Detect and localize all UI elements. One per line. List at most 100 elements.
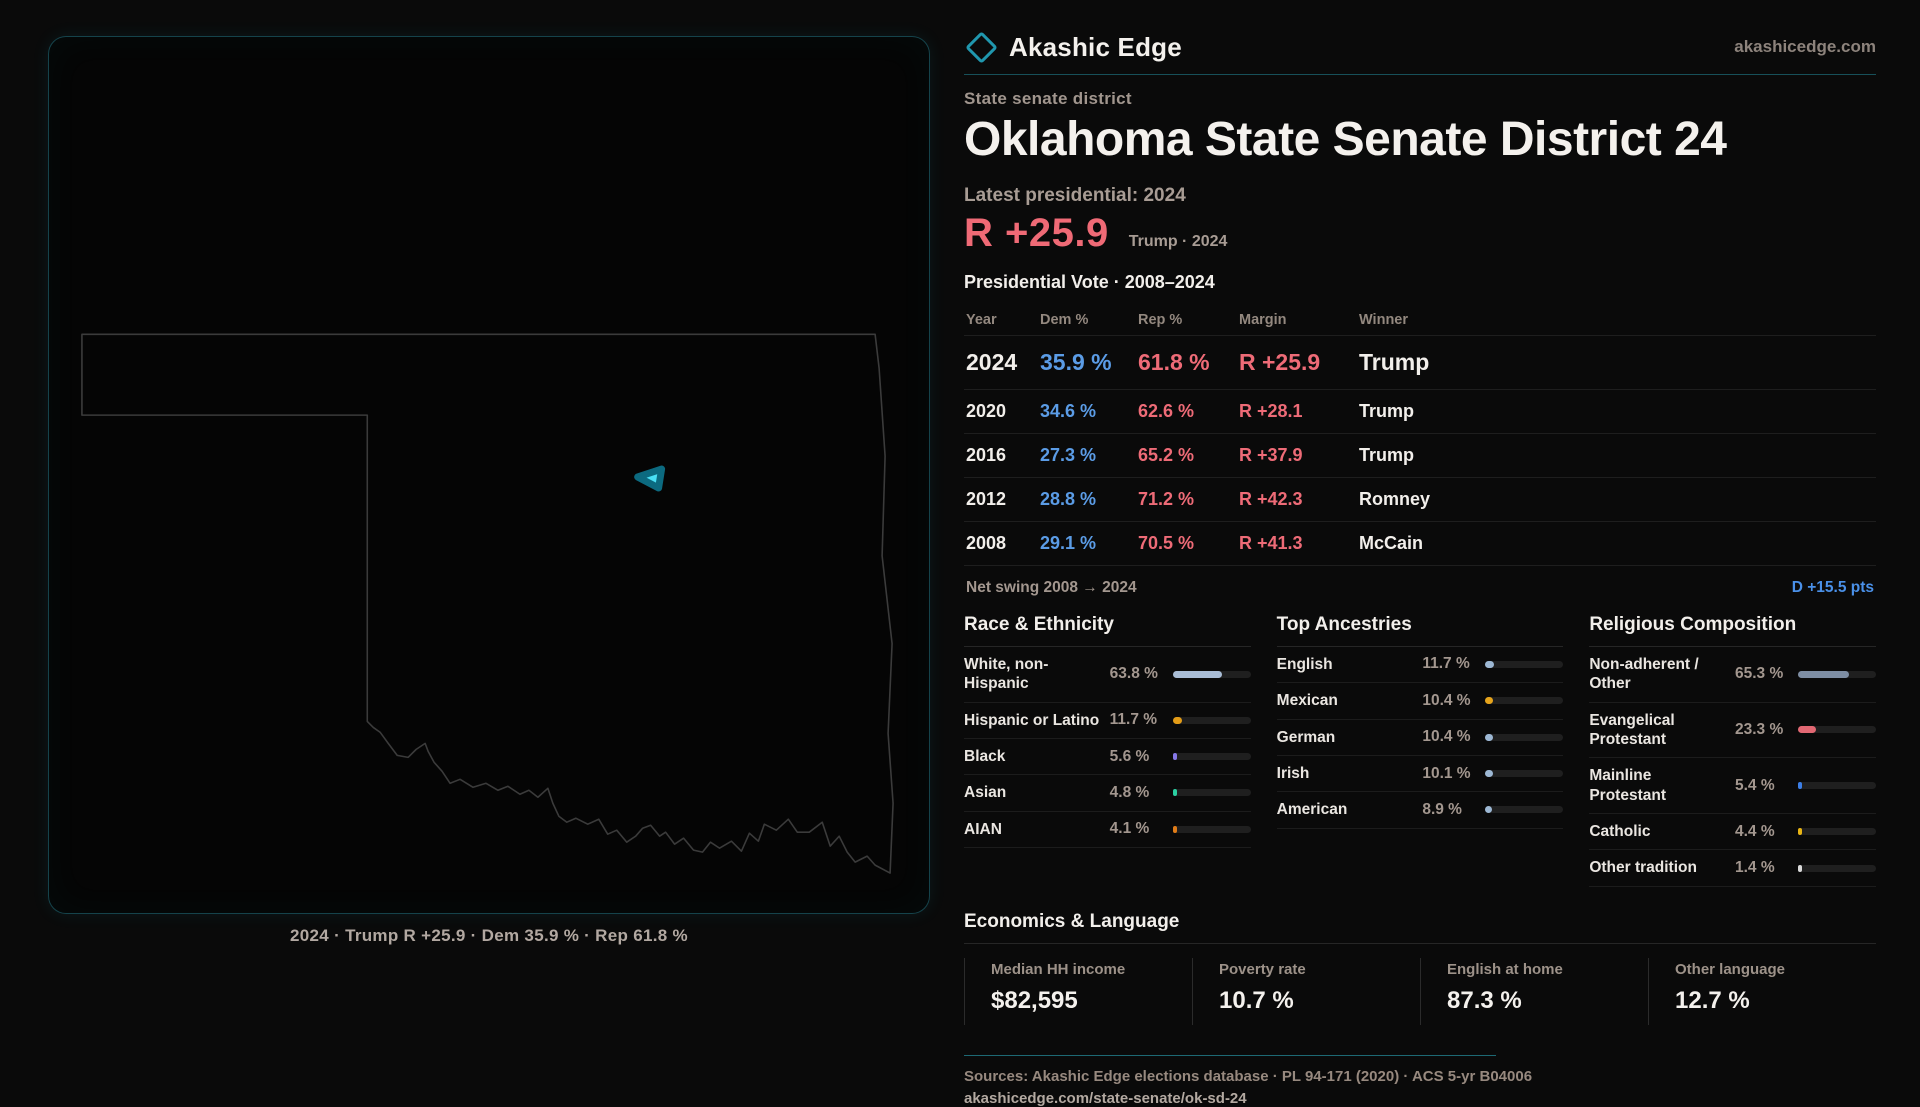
demo-bar-fill xyxy=(1172,789,1177,797)
stat-block: English at home 87.3 % xyxy=(1420,957,1648,1025)
demo-label: AIAN xyxy=(964,820,1002,838)
demo-label: Non-adherent / Other xyxy=(1589,655,1699,693)
demo-row: American 8.9 % xyxy=(1276,792,1564,829)
demo-section: Religious Composition Non-adherent / Othe… xyxy=(1589,614,1876,887)
cell-winner: Trump xyxy=(1359,444,1415,465)
demo-value: 23.3 % xyxy=(1734,720,1784,738)
stat-label: Other language xyxy=(1675,960,1786,978)
demo-label: German xyxy=(1276,728,1336,746)
demo-bar-fill xyxy=(1797,782,1803,790)
cell-winner: Trump xyxy=(1359,348,1430,375)
demo-bar xyxy=(1172,789,1251,797)
stat-label: English at home xyxy=(1447,960,1563,978)
cell-year: 2016 xyxy=(966,444,1007,465)
demo-value: 65.3 % xyxy=(1734,665,1784,683)
demo-value: 63.8 % xyxy=(1109,665,1158,683)
footer-divider xyxy=(964,1054,1496,1056)
latest-label: Latest presidential: 2024 xyxy=(964,184,1186,206)
map-caption: 2024 · Trump R +25.9 · Dem 35.9 % · Rep … xyxy=(290,926,688,945)
demo-bar xyxy=(1172,825,1251,833)
page-title: Oklahoma State Senate District 24 xyxy=(964,113,1727,166)
stat-label: Poverty rate xyxy=(1219,960,1306,978)
vote-table-title: Presidential Vote · 2008–2024 xyxy=(964,271,1215,292)
demo-value: 5.4 % xyxy=(1734,776,1775,794)
sources-line: Sources: Akashic Edge elections database… xyxy=(964,1067,1533,1085)
stat-value: 10.7 % xyxy=(1219,986,1294,1014)
net-swing-label: Net swing 2008 → 2024 xyxy=(966,578,1137,596)
cell-dem: 29.1 % xyxy=(1040,532,1097,553)
table-row: 2008 29.1 % 70.5 % R +41.3 McCain xyxy=(964,522,1876,566)
demo-section-title: Top Ancestries xyxy=(1276,614,1564,647)
report-panel: Akashic Edge akashicedge.com State senat… xyxy=(964,26,1876,1107)
demo-bar xyxy=(1485,660,1564,668)
cell-margin: R +37.9 xyxy=(1239,444,1303,465)
vote-table: Year Dem % Rep % Margin Winner 2024 35.9 % 61.… xyxy=(964,305,1876,566)
demo-value: 1.4 % xyxy=(1734,859,1775,877)
cell-rep: 62.6 % xyxy=(1138,400,1195,421)
demo-section: Race & Ethnicity White, non-Hispanic 63.8 … xyxy=(964,614,1251,887)
demo-label: American xyxy=(1276,801,1348,819)
demo-bar xyxy=(1485,770,1564,778)
stat-block: Poverty rate 10.7 % xyxy=(1192,957,1420,1025)
cell-rep: 61.8 % xyxy=(1138,348,1210,375)
vote-table-body: 2024 35.9 % 61.8 % R +25.9 Trump 2020 34.6 % 62… xyxy=(964,336,1876,566)
demo-row: Mainline Protestant 5.4 % xyxy=(1589,758,1876,815)
oklahoma-map xyxy=(81,333,894,874)
cell-margin: R +25.9 xyxy=(1239,348,1321,375)
demo-value: 4.4 % xyxy=(1734,822,1775,840)
demo-label: Mexican xyxy=(1276,692,1338,710)
demo-bar-fill xyxy=(1485,660,1495,668)
headline-margin: R +25.9 xyxy=(964,210,1109,255)
demo-section: Top Ancestries English 11.7 % Mexican 10.4 %… xyxy=(1276,614,1564,887)
demo-bar xyxy=(1485,697,1564,705)
stat-value: $82,595 xyxy=(991,986,1078,1014)
site-link[interactable]: akashicedge.com xyxy=(1734,37,1876,56)
oklahoma-outline xyxy=(81,333,894,874)
cell-dem: 35.9 % xyxy=(1040,348,1112,375)
demo-row: White, non-Hispanic 63.8 % xyxy=(964,647,1251,703)
demo-bar xyxy=(1797,782,1876,790)
district-24-marker[interactable] xyxy=(634,465,666,492)
demo-row: Catholic 4.4 % xyxy=(1589,814,1876,851)
kicker: State senate district xyxy=(964,89,1132,108)
vote-table-header: Year Dem % Rep % Margin Winner xyxy=(964,305,1876,336)
demo-row: Other tradition 1.4 % xyxy=(1589,850,1876,887)
cell-margin: R +28.1 xyxy=(1239,400,1303,421)
demo-bar xyxy=(1797,828,1876,836)
header-divider xyxy=(964,74,1876,75)
cell-dem: 34.6 % xyxy=(1040,400,1097,421)
header: Akashic Edge akashicedge.com xyxy=(964,26,1876,68)
demo-value: 10.4 % xyxy=(1422,691,1471,709)
cell-margin: R +42.3 xyxy=(1239,488,1303,509)
stat-value: 87.3 % xyxy=(1447,986,1522,1014)
table-row: 2016 27.3 % 65.2 % R +37.9 Trump xyxy=(964,434,1876,478)
district-map-panel xyxy=(48,36,930,914)
cell-rep: 71.2 % xyxy=(1138,488,1195,509)
column-header-dem: Dem % xyxy=(1040,311,1089,328)
stat-label: Median HH income xyxy=(991,960,1126,978)
footer-url[interactable]: akashicedge.com/state-senate/ok-sd-24 xyxy=(964,1089,1247,1107)
stat-block: Median HH income $82,595 xyxy=(964,957,1192,1025)
demo-bar xyxy=(1797,864,1876,872)
demo-bar-fill xyxy=(1797,864,1802,872)
demo-bar-fill xyxy=(1797,726,1817,734)
demo-bar-fill xyxy=(1172,753,1178,761)
economics-section: Economics & Language Median HH income $82… xyxy=(964,911,1876,1025)
demo-label: Black xyxy=(964,747,1006,765)
economics-stats: Median HH income $82,595 Poverty rate 10.7 … xyxy=(964,957,1876,1025)
cell-dem: 28.8 % xyxy=(1040,488,1097,509)
net-swing-value: D +15.5 pts xyxy=(1791,578,1874,596)
demo-bar xyxy=(1797,670,1876,678)
demo-value: 5.6 % xyxy=(1109,747,1150,765)
demo-bar-fill xyxy=(1485,697,1494,705)
demo-bar xyxy=(1485,733,1564,741)
demo-label: Mainline Protestant xyxy=(1589,767,1666,804)
demo-value: 4.8 % xyxy=(1109,783,1150,801)
demo-row: Asian 4.8 % xyxy=(964,775,1251,812)
cell-rep: 65.2 % xyxy=(1138,444,1195,465)
demo-label: Irish xyxy=(1276,764,1310,782)
brand: Akashic Edge xyxy=(964,30,1182,64)
demo-row: German 10.4 % xyxy=(1276,720,1564,756)
demo-bar xyxy=(1797,726,1876,734)
demo-bar-fill xyxy=(1172,716,1182,724)
